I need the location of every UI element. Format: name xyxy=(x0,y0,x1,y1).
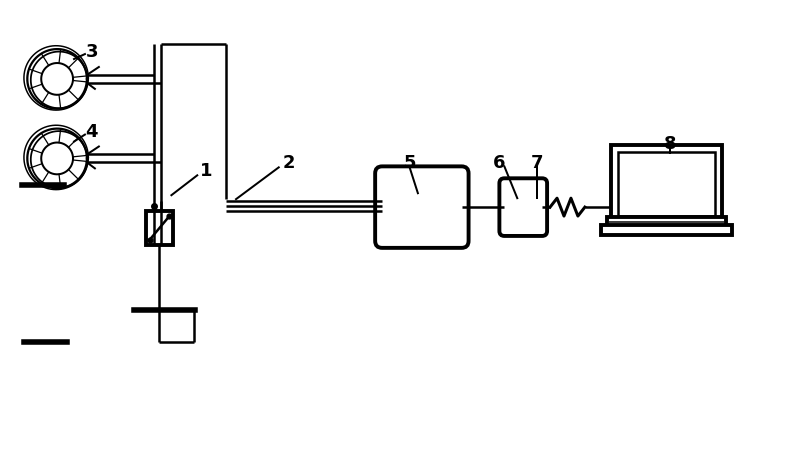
FancyBboxPatch shape xyxy=(499,178,547,236)
Bar xyxy=(601,225,732,235)
Bar xyxy=(606,217,726,227)
Text: 3: 3 xyxy=(86,43,98,61)
Text: 6: 6 xyxy=(493,154,506,173)
Text: 2: 2 xyxy=(282,154,295,173)
Bar xyxy=(146,211,174,245)
Text: 5: 5 xyxy=(404,154,416,173)
Text: 1: 1 xyxy=(200,162,213,180)
Bar xyxy=(618,153,715,216)
Text: 4: 4 xyxy=(86,123,98,140)
Bar xyxy=(610,145,722,223)
Text: 7: 7 xyxy=(531,154,543,173)
FancyBboxPatch shape xyxy=(375,166,469,248)
Text: 8: 8 xyxy=(664,135,677,153)
